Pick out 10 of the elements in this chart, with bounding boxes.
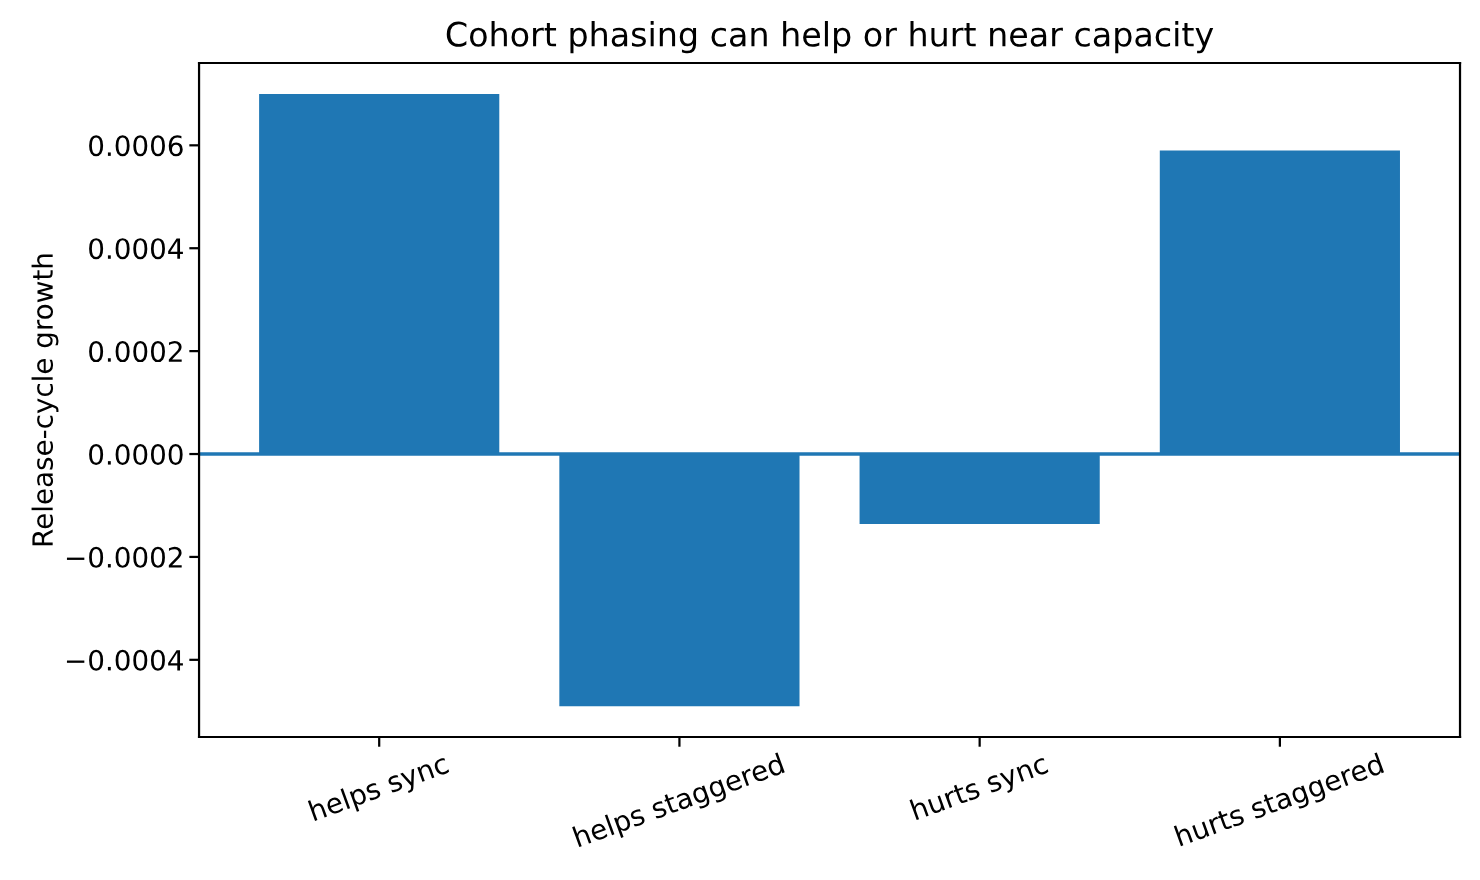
y-tick-label: 0.0004 [89,238,183,260]
y-tick-label: −0.0004 [66,649,183,671]
y-tick-label: −0.0002 [66,546,182,568]
y-tick-label: 0.0002 [89,341,182,363]
y-tick-label: 0.0000 [89,443,183,465]
y-tick-label: 0.0006 [89,135,183,157]
x-tick-label: helps sync [307,752,452,827]
x-tick-label: hurts sync [909,752,1051,826]
chart-title: Cohort phasing can help or hurt near capacity [446,21,1214,54]
y-axis-title: Release-cycle growth [31,254,59,546]
